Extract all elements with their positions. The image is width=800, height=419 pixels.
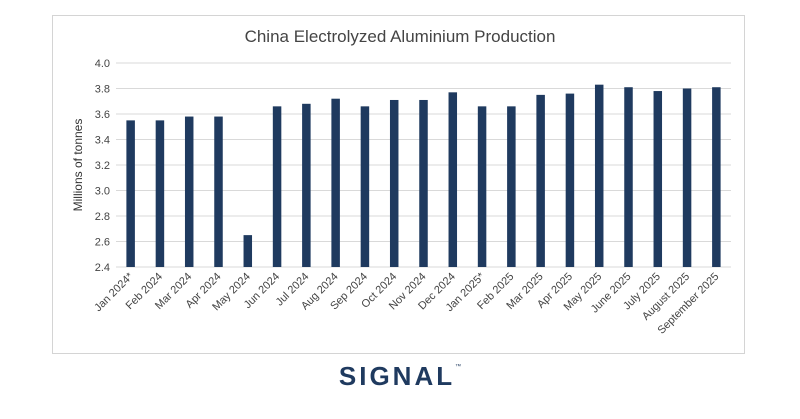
- bar: [214, 116, 223, 267]
- y-tick-label: 2.6: [95, 237, 110, 249]
- bar: [594, 84, 604, 267]
- bar: [272, 106, 282, 267]
- y-tick-label: 4.0: [95, 58, 110, 70]
- y-tick-label: 3.0: [95, 186, 110, 198]
- bar: [653, 91, 663, 267]
- bar: [536, 94, 545, 267]
- bar: [302, 103, 311, 267]
- bar: [126, 120, 135, 267]
- y-tick-label: 3.8: [95, 84, 110, 96]
- bar: [360, 106, 370, 267]
- chart-title: China Electrolyzed Aluminium Production: [245, 27, 556, 46]
- logo-text: SIGNAL: [338, 361, 456, 391]
- bar: [712, 87, 721, 267]
- bar: [624, 87, 633, 267]
- bar: [507, 106, 516, 267]
- y-tick-label: 3.2: [95, 160, 110, 172]
- bar: [389, 99, 399, 267]
- logo-trademark: ™: [455, 364, 462, 370]
- signal-logo: SIGNAL™: [0, 361, 800, 397]
- bar: [155, 120, 165, 267]
- bars: [126, 84, 721, 267]
- y-tick-label: 2.4: [95, 262, 110, 274]
- y-axis-label: Millions of tonnes: [71, 119, 85, 212]
- bar: [682, 88, 692, 267]
- bar: [184, 116, 194, 267]
- bar: [448, 92, 458, 267]
- y-tick-label: 3.6: [95, 109, 110, 121]
- bar: [331, 98, 340, 267]
- y-tick-label: 3.4: [95, 135, 110, 147]
- bar: [419, 99, 428, 267]
- bar: [477, 106, 487, 267]
- bar: [243, 235, 253, 267]
- y-axis-ticks: 2.4 2.6 2.8 3.0 3.2 3.4 3.6 3.8 4.0: [95, 58, 110, 274]
- bar: [565, 93, 575, 267]
- y-tick-label: 2.8: [95, 211, 110, 223]
